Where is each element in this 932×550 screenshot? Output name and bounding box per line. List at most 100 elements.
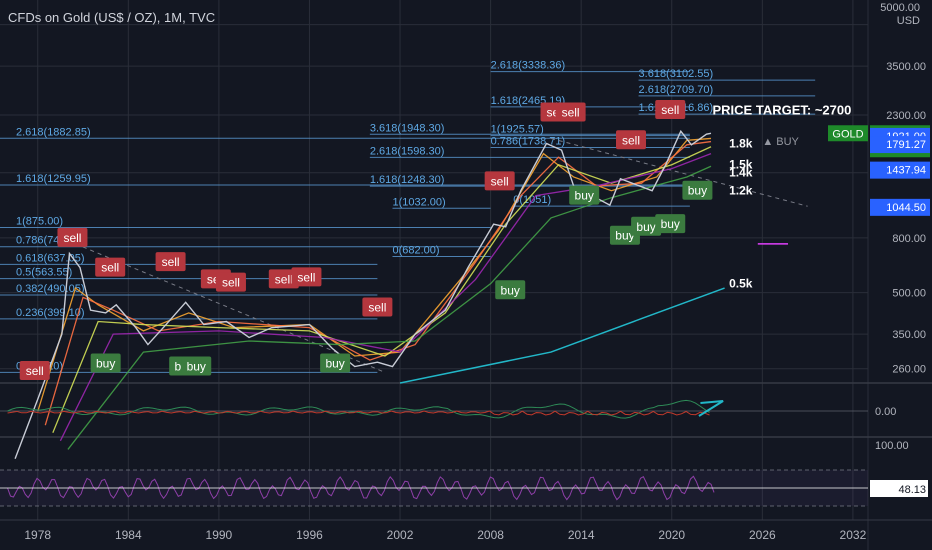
level-mark-label: 0.5k	[729, 277, 753, 291]
sell-signal-label: sell	[622, 133, 640, 147]
fib-level-label: 2.618(1882.85)	[16, 126, 91, 138]
buy-signal-label: buy	[688, 184, 707, 198]
moving-average-line	[44, 140, 712, 426]
rsi-line	[7, 475, 715, 501]
level-mark-label: 1.8k	[729, 136, 753, 150]
level-mark-label: 1.2k	[729, 184, 753, 198]
fib-level-label: 2.618(1598.30)	[370, 145, 445, 157]
sell-signal-box	[291, 267, 322, 287]
price-line	[14, 129, 712, 459]
fib-level-label: 2.618(2709.70)	[639, 84, 714, 96]
long-term-trend-line	[399, 287, 725, 384]
macd-signal-line	[7, 410, 710, 416]
x-tick-label: 2002	[387, 528, 414, 542]
sell-signal-label: sell	[562, 105, 580, 119]
sell-signal-box	[215, 272, 246, 292]
fib-level-label: 1(1925.57)	[491, 124, 544, 136]
sell-signal-label: sell	[162, 255, 180, 269]
buy-tag-label: ▲ BUY	[762, 136, 799, 148]
sell-signal-label: sell	[101, 261, 119, 275]
y-tick-label: 800.00	[892, 233, 926, 245]
fib-level-label: 1.618(1259.95)	[16, 173, 91, 185]
buy-signal-label: buy	[636, 220, 655, 234]
y-tick-label: 2300.00	[886, 110, 926, 122]
fib-level-label: 0.382(490.05)	[16, 283, 85, 295]
fib-level-label: 0.5(563.55)	[16, 267, 72, 279]
fib-level-label: 3.618(3102.55)	[639, 68, 714, 80]
sell-signal-box	[555, 102, 586, 122]
level-badge-bg	[870, 198, 930, 216]
sell-signal-label: sell	[661, 103, 679, 117]
x-tick-label: 1978	[24, 528, 51, 542]
sell-signal-label: sell	[275, 272, 293, 286]
buy-signal-label: buy	[96, 356, 115, 370]
buy-signal-label: buy	[661, 217, 680, 231]
fib-level-label: 0.618(637.05)	[16, 252, 85, 264]
fib-level-label: 2.618(3338.36)	[491, 60, 566, 72]
level-mark-label: 1.4k	[729, 166, 753, 180]
y-tick-label: 350.00	[892, 329, 926, 341]
buy-signal-label: buy	[501, 283, 520, 297]
sell-signal-box	[484, 171, 515, 191]
x-tick-label: 1990	[206, 528, 233, 542]
buy-signal-label: buy	[325, 356, 344, 370]
x-tick-label: 1996	[296, 528, 323, 542]
y-tick-label: 3500.00	[886, 61, 926, 73]
buy-signal-box	[90, 353, 121, 373]
fib-level-label: 1(1032.00)	[392, 196, 445, 208]
buy-signal-label: buy	[575, 189, 594, 203]
x-tick-label: 2014	[568, 528, 595, 542]
chart-title: CFDs on Gold (US$ / OZ), 1M, TVC	[8, 10, 216, 25]
macd-zero-label: 0.00	[875, 406, 896, 418]
currency-unit: USD	[896, 15, 920, 27]
sell-signal-label: sell	[491, 174, 509, 188]
y-axis-unit: 5000.00 USD	[880, 2, 920, 28]
buy-signal-box	[320, 353, 351, 373]
sell-signal-box	[362, 297, 393, 317]
x-tick-label: 2032	[840, 528, 867, 542]
fib-level-label: 0(682.00)	[392, 244, 439, 256]
x-tick-label: 2008	[477, 528, 504, 542]
symbol-badge-bg	[828, 125, 868, 142]
fib-level-label: 0.236(399.10)	[16, 307, 85, 319]
level-badge-bg	[870, 161, 930, 179]
buy-signal-box	[495, 280, 526, 300]
rsi-value-label: 48.13	[898, 484, 926, 496]
sell-signal-label: sell	[297, 270, 315, 284]
fib-level-label: 1.618(1248.30)	[370, 174, 445, 186]
sell-signal-label: sell	[222, 276, 240, 290]
buy-signal-box	[682, 180, 713, 200]
level-badge-value: 1791.27	[886, 139, 926, 151]
buy-signal-box	[569, 185, 600, 205]
buy-signal-box	[181, 356, 212, 376]
fib-level-label: 0.786(1738.71)	[491, 136, 566, 148]
moving-average-line	[67, 165, 712, 450]
sell-signal-box	[268, 269, 299, 289]
sell-signal-box	[155, 252, 186, 272]
sell-signal-box	[655, 100, 686, 120]
buy-signal-label: buy	[187, 360, 206, 374]
sell-signal-box	[615, 130, 646, 150]
fib-level-label: 3.618(1948.30)	[370, 122, 445, 134]
rsi-top-label: 100.00	[875, 440, 909, 452]
level-badge-value: 1044.50	[886, 202, 926, 214]
top-axis-value: 5000.00	[880, 2, 920, 14]
buy-signal-box	[631, 216, 662, 236]
sell-signal-box	[57, 227, 88, 247]
x-tick-label: 1984	[115, 528, 142, 542]
symbol-badge-label: GOLD	[832, 128, 863, 140]
x-tick-label: 2020	[658, 528, 685, 542]
fib-level-label: 1(875.00)	[16, 215, 63, 227]
rsi-value-badge-bg	[870, 480, 928, 497]
y-tick-label: 260.00	[892, 364, 926, 376]
macd-arrow-annotation	[698, 400, 724, 417]
sell-signal-label: sell	[368, 300, 386, 314]
price-target-label: PRICE TARGET: ~2700	[713, 102, 852, 117]
buy-signal-label: buy	[615, 229, 634, 243]
x-tick-label: 2026	[749, 528, 776, 542]
level-badge-bg	[870, 136, 930, 154]
sell-signal-box	[95, 257, 126, 277]
sell-signal-label: sell	[63, 231, 81, 245]
level-mark-label: 1.5k	[729, 158, 753, 172]
